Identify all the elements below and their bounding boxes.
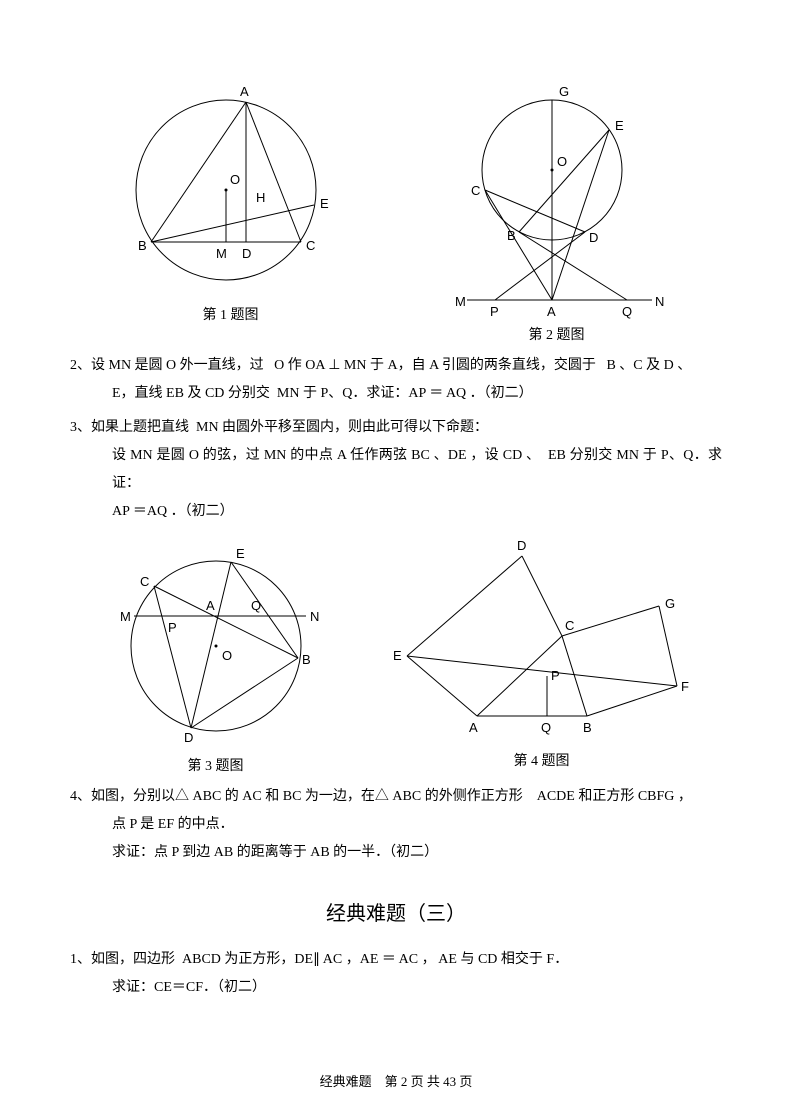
svg-text:H: H xyxy=(256,190,265,205)
problem-3-line2: 设 MN 是圆 O 的弦，过 MN 的中点 A 任作两弦 BC 、DE ，设 C… xyxy=(70,442,722,498)
svg-text:A: A xyxy=(240,84,249,99)
s3p1-num: 1、 xyxy=(70,952,91,967)
svg-text:D: D xyxy=(184,730,193,745)
svg-text:O: O xyxy=(230,172,240,187)
svg-text:P: P xyxy=(168,620,177,635)
svg-text:B: B xyxy=(583,720,592,735)
problem-4: 4、如图，分别以△ ABC 的 AC 和 BC 为一边，在△ ABC 的外侧作正… xyxy=(70,783,722,867)
figure-2-svg: G E O C B D A P Q M N xyxy=(437,80,677,320)
svg-text:M: M xyxy=(216,246,227,261)
svg-text:Q: Q xyxy=(251,598,261,613)
figure-3-caption: 第 3 题图 xyxy=(188,755,244,775)
problem-3-num: 3、 xyxy=(70,420,91,435)
problem-4-num: 4、 xyxy=(70,789,91,804)
figure-2-caption: 第 2 题图 xyxy=(529,324,585,344)
problem-4-t1: 如图，分别以△ ABC 的 AC 和 BC 为一边，在△ ABC 的外侧作正方形 xyxy=(91,789,523,804)
figures-row-1: A O B C M D E H 第 1 题图 xyxy=(70,80,722,344)
svg-text:Q: Q xyxy=(622,304,632,319)
svg-text:E: E xyxy=(615,118,624,133)
svg-text:E: E xyxy=(320,196,329,211)
svg-text:C: C xyxy=(565,618,574,633)
svg-text:B: B xyxy=(507,228,516,243)
svg-text:D: D xyxy=(517,538,526,553)
svg-text:E: E xyxy=(236,546,245,561)
svg-text:C: C xyxy=(140,574,149,589)
svg-text:D: D xyxy=(589,230,598,245)
svg-text:P: P xyxy=(490,304,499,319)
section-title: 经典难题（三） xyxy=(70,897,722,926)
svg-text:C: C xyxy=(471,183,480,198)
problem-3-t2: MN 由圆外平移至圆内，则由此可得以下命题： xyxy=(196,420,488,435)
problem-2-t2: O 作 OA ⊥ MN 于 A，自 A 引圆的两条直线，交圆于 xyxy=(274,358,596,373)
svg-text:P: P xyxy=(551,668,560,683)
problem-2-t1: 设 MN 是圆 O 外一直线，过 xyxy=(91,358,264,373)
svg-text:Q: Q xyxy=(541,720,551,735)
figure-2: G E O C B D A P Q M N 第 2 题图 xyxy=(437,80,677,344)
svg-text:O: O xyxy=(222,648,232,663)
page-footer: 经典难题 第 2 页 共 43 页 xyxy=(0,1071,792,1090)
problem-3: 3、如果上题把直线 MN 由圆外平移至圆内，则由此可得以下命题： 设 MN 是圆… xyxy=(70,414,722,526)
svg-text:F: F xyxy=(681,679,689,694)
problem-2-num: 2、 xyxy=(70,358,91,373)
svg-text:O: O xyxy=(557,154,567,169)
svg-text:N: N xyxy=(655,294,664,309)
figure-1-svg: A O B C M D E H xyxy=(116,80,346,300)
svg-text:A: A xyxy=(469,720,478,735)
problem-4-t2: ACDE 和正方形 CBFG ， xyxy=(537,789,692,804)
svg-text:A: A xyxy=(547,304,556,319)
figure-4-svg: D E C A G F B Q P xyxy=(387,536,697,746)
footer-pages: 第 2 页 共 43 页 xyxy=(385,1074,473,1089)
svg-text:B: B xyxy=(138,238,147,253)
page: A O B C M D E H 第 1 题图 xyxy=(0,0,792,1120)
figure-4: D E C A G F B Q P 第 4 题图 xyxy=(387,536,697,775)
s3-problem-1: 1、如图，四边形 ABCD 为正方形，DE∥ AC ，AE ＝ AC ， AE … xyxy=(70,946,722,1002)
figure-4-caption: 第 4 题图 xyxy=(514,750,570,770)
figure-1-caption: 第 1 题图 xyxy=(203,304,259,324)
figure-3: E C M N A P Q O B D 第 3 题图 xyxy=(96,536,336,775)
problem-2-line2: E，直线 EB 及 CD 分别交 MN 于 P、Q．求证：AP ＝ AQ ．（初… xyxy=(70,380,722,408)
footer-label: 经典难题 xyxy=(320,1074,372,1089)
problem-2-t3: B 、C 及 D 、 xyxy=(606,358,691,373)
s3p1-t1: 如图，四边形 xyxy=(91,952,175,967)
svg-text:E: E xyxy=(393,648,402,663)
problem-3-t1: 如果上题把直线 xyxy=(91,420,189,435)
svg-text:A: A xyxy=(206,598,215,613)
svg-text:M: M xyxy=(120,609,131,624)
figures-row-2: E C M N A P Q O B D 第 3 题图 xyxy=(70,536,722,775)
figure-3-svg: E C M N A P Q O B D xyxy=(96,536,336,751)
svg-text:B: B xyxy=(302,652,311,667)
svg-text:N: N xyxy=(310,609,319,624)
figure-1: A O B C M D E H 第 1 题图 xyxy=(116,80,346,344)
svg-text:D: D xyxy=(242,246,251,261)
svg-text:M: M xyxy=(455,294,466,309)
problem-2: 2、设 MN 是圆 O 外一直线，过 O 作 OA ⊥ MN 于 A，自 A 引… xyxy=(70,352,722,408)
problem-4-line3: 求证：点 P 到边 AB 的距离等于 AB 的一半．（初二） xyxy=(70,839,722,867)
svg-text:G: G xyxy=(665,596,675,611)
s3p1-line2: 求证：CE＝CF．（初二） xyxy=(70,974,722,1002)
problem-4-line2: 点 P 是 EF 的中点． xyxy=(70,811,722,839)
svg-text:C: C xyxy=(306,238,315,253)
problem-3-line3: AP ＝AQ ．（初二） xyxy=(70,498,722,526)
s3p1-t2: ABCD 为正方形，DE∥ AC ，AE ＝ AC ， AE 与 CD 相交于 … xyxy=(182,952,568,967)
svg-text:G: G xyxy=(559,84,569,99)
